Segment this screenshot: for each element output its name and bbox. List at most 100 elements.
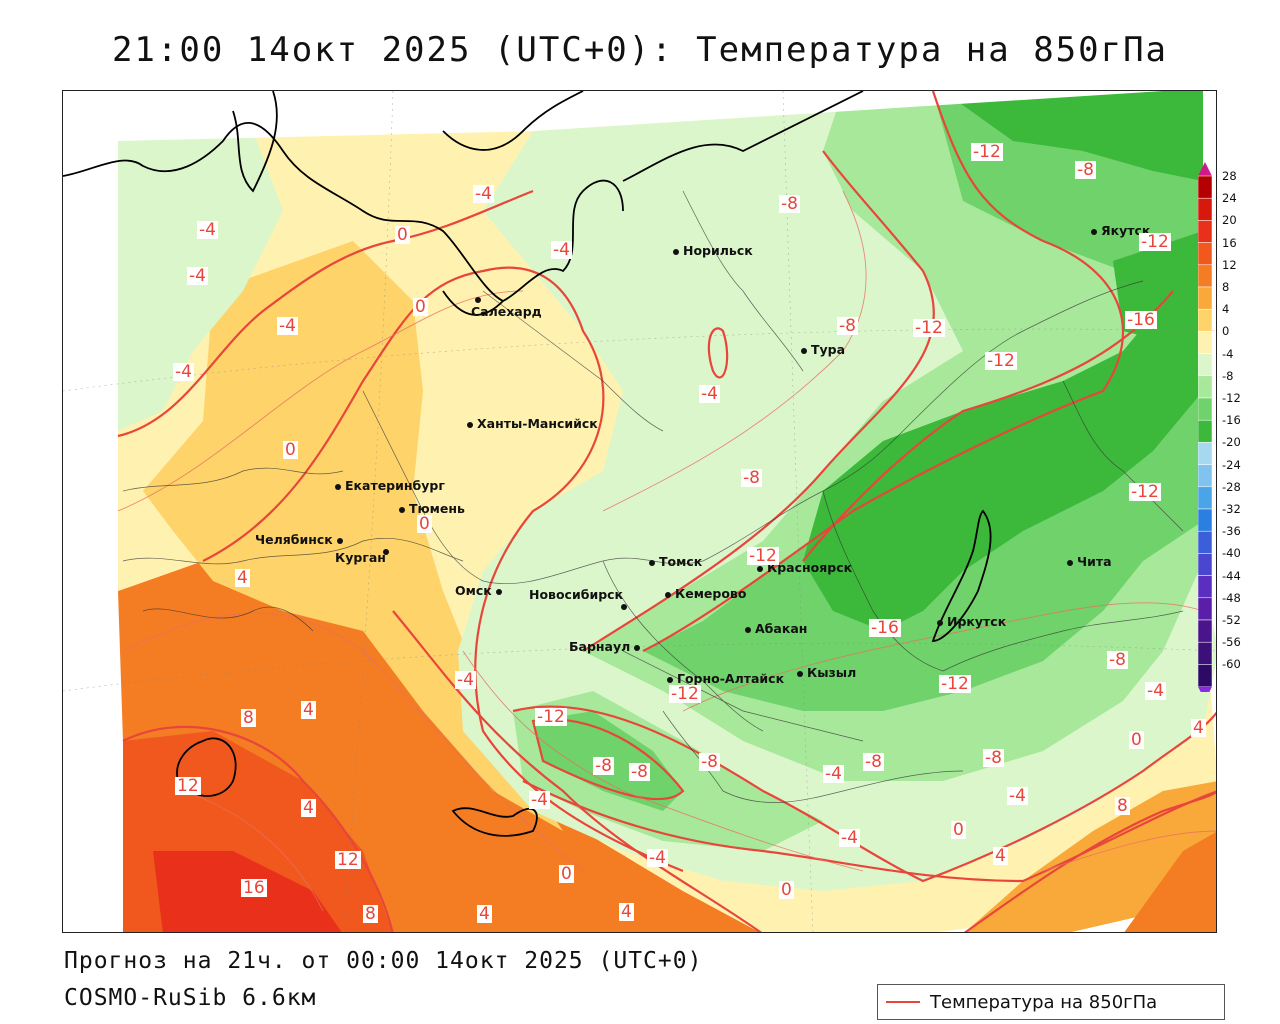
colorbar-swatch bbox=[1197, 375, 1213, 399]
colorbar-tick-label: 0 bbox=[1222, 324, 1230, 339]
contour-label: 0 bbox=[417, 514, 432, 534]
colorbar-swatch bbox=[1197, 419, 1213, 443]
field-green-12 bbox=[643, 91, 1203, 711]
colorbar-tick-label: 12 bbox=[1222, 257, 1237, 272]
color-scale: 28 24 20 16 12 8 4 0 -4 -8 -12 -16 -20 -24 -28 -32 -36 -4… bbox=[1197, 162, 1278, 701]
city-tura: Тура bbox=[801, 342, 845, 357]
colorbar-swatch bbox=[1197, 553, 1213, 576]
contour-label: -4 bbox=[1145, 681, 1166, 701]
contour-label: -12 bbox=[971, 142, 1003, 162]
colorbar-swatch bbox=[1197, 508, 1213, 532]
contour-label: -8 bbox=[863, 752, 884, 772]
admin-borders bbox=[122, 190, 1184, 803]
colorbar-tick-label: -40 bbox=[1222, 546, 1241, 561]
coastline bbox=[63, 91, 992, 837]
colorbar-swatch bbox=[1197, 397, 1213, 421]
contour-label: 4 bbox=[1191, 718, 1206, 738]
colorbar-tick-label: -28 bbox=[1222, 479, 1241, 494]
contour-label: -4 bbox=[839, 828, 860, 848]
city-abakan: Абакан bbox=[745, 621, 807, 636]
outside-domain-top bbox=[63, 91, 1213, 141]
contour-label: 4 bbox=[235, 568, 250, 588]
city-salekhard-label: Салехард bbox=[471, 304, 542, 319]
colorbar-tick-label: 16 bbox=[1222, 235, 1237, 250]
city-yakutsk: Якутск bbox=[1091, 223, 1150, 238]
colorbar-swatch bbox=[1197, 597, 1213, 621]
contour-label: -12 bbox=[913, 318, 945, 338]
colorbar-swatch bbox=[1197, 175, 1213, 199]
contour-label: -4 bbox=[197, 220, 218, 240]
city-novosibirsk-dot bbox=[621, 598, 631, 613]
colorbar-tick-label: -16 bbox=[1222, 413, 1241, 428]
colorbar-swatch bbox=[1197, 220, 1213, 243]
contour-label: -8 bbox=[1075, 160, 1096, 180]
colorbar-top-arrow bbox=[1198, 162, 1212, 176]
colorbar-tick-label: -8 bbox=[1222, 368, 1234, 383]
colorbar-swatch bbox=[1197, 619, 1213, 643]
colorbar-tick-label: 28 bbox=[1222, 169, 1237, 183]
contour-label: 4 bbox=[301, 700, 316, 720]
contour-label: 12 bbox=[335, 850, 361, 870]
colorbar-swatch bbox=[1197, 641, 1213, 665]
city-gorno: Горно-Алтайск bbox=[667, 671, 784, 686]
colorbar-swatch bbox=[1197, 242, 1213, 266]
colorbar-tick-label: -36 bbox=[1222, 524, 1241, 539]
field-yellow-4c bbox=[1124, 832, 1216, 932]
contour-label: -16 bbox=[869, 618, 901, 638]
legend-line-swatch bbox=[886, 1001, 920, 1003]
contour-label: -4 bbox=[173, 362, 194, 382]
colorbar-tick-label: 8 bbox=[1222, 280, 1230, 294]
field-green-16-n bbox=[943, 91, 1203, 181]
contour-label: -4 bbox=[187, 266, 208, 286]
colorbar-tick-label: -4 bbox=[1222, 346, 1234, 361]
temperature-map bbox=[63, 91, 1216, 932]
contour-label: -8 bbox=[699, 752, 720, 772]
contour-label: -12 bbox=[1129, 482, 1161, 502]
colorbar-swatch bbox=[1197, 464, 1213, 488]
colorbar-tick-label: 20 bbox=[1222, 213, 1237, 228]
contour-label: 8 bbox=[363, 904, 378, 924]
contour-label: 8 bbox=[241, 708, 256, 728]
colorbar-tick-label: -32 bbox=[1222, 502, 1241, 516]
field-green-16 bbox=[803, 271, 1203, 631]
city-kurgan: Курган bbox=[335, 550, 386, 565]
forecast-caption: Прогноз на 21ч. от 00:00 14окт 2025 (UTC… bbox=[64, 948, 703, 974]
city-krasnoyarsk: Красноярск bbox=[757, 560, 852, 575]
colorbar-tick-label: -24 bbox=[1222, 457, 1241, 472]
contour-label: -12 bbox=[985, 351, 1017, 371]
city-chita: Чита bbox=[1067, 554, 1112, 569]
outside-domain-right bbox=[1203, 91, 1216, 151]
contour-label: -12 bbox=[939, 674, 971, 694]
outside-domain-left bbox=[63, 91, 123, 932]
city-kurgan-dot bbox=[383, 543, 393, 558]
contour-label: -4 bbox=[277, 316, 298, 336]
contour-label: -12 bbox=[669, 684, 701, 704]
colorbar-swatch bbox=[1197, 308, 1213, 332]
contour-label: -8 bbox=[593, 756, 614, 776]
colorbar-swatch bbox=[1197, 331, 1213, 354]
legend-line-label: Температура на 850гПа bbox=[930, 991, 1158, 1013]
contour-label: -4 bbox=[551, 240, 572, 260]
colorbar-tick-label: -56 bbox=[1222, 635, 1241, 650]
city-chelyabinsk: Челябинск bbox=[255, 532, 347, 547]
contour-label: -8 bbox=[741, 468, 762, 488]
colorbar-tick-label: -12 bbox=[1222, 391, 1241, 405]
colorbar-tick-label: -60 bbox=[1222, 657, 1241, 672]
contour-label: 0 bbox=[559, 864, 574, 884]
contour-label: 4 bbox=[619, 902, 634, 922]
contour-label: -4 bbox=[647, 848, 668, 868]
city-salekhard bbox=[475, 291, 485, 306]
model-caption: COSMO-RuSib 6.6км bbox=[64, 985, 317, 1011]
colorbar-swatch bbox=[1197, 530, 1213, 554]
city-kyzyl: Кызыл bbox=[797, 665, 856, 680]
colorbar-swatch bbox=[1197, 664, 1213, 687]
city-tomsk: Томск bbox=[649, 554, 702, 569]
contour-label: 0 bbox=[951, 820, 966, 840]
contour-label: -12 bbox=[747, 546, 779, 566]
colorbar-tick-label: -20 bbox=[1222, 435, 1241, 450]
colorbar-tick-label: 24 bbox=[1222, 191, 1237, 206]
contour-label: -4 bbox=[473, 184, 494, 204]
contour-label: -4 bbox=[823, 764, 844, 784]
contour-label: -4 bbox=[1007, 786, 1028, 806]
contour-label: -12 bbox=[1139, 232, 1171, 252]
